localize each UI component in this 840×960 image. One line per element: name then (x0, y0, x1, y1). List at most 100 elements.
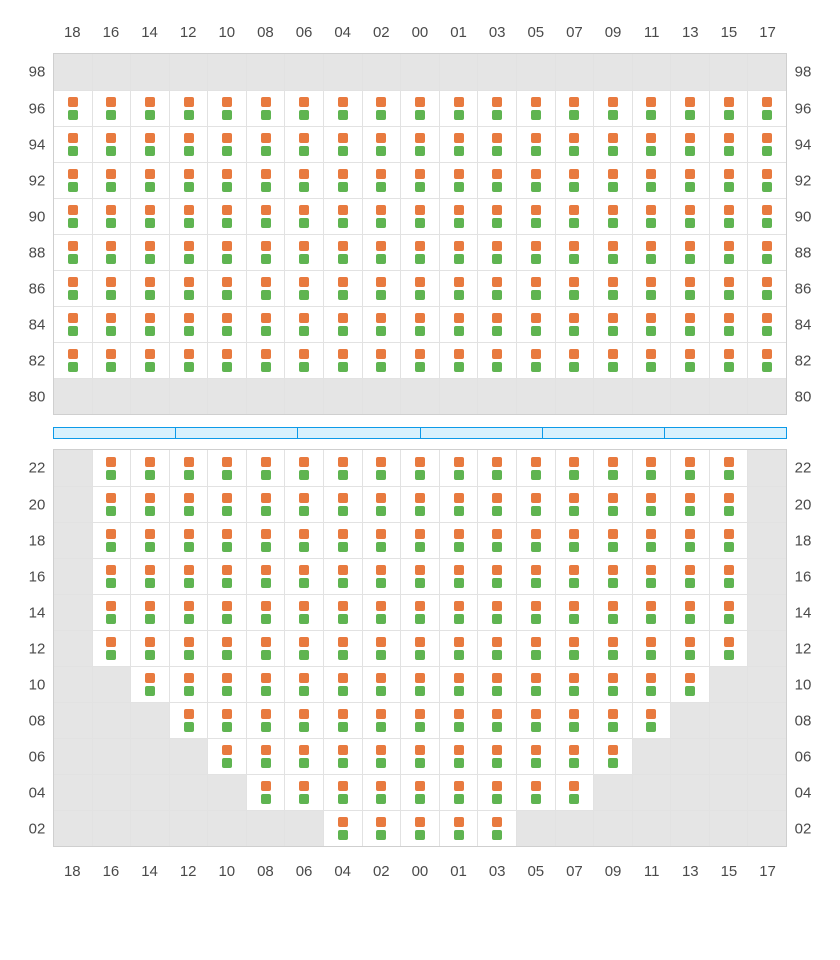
seat-cell[interactable] (169, 450, 208, 486)
seat-cell[interactable] (593, 235, 632, 270)
seat-cell[interactable] (284, 199, 323, 234)
seat-cell[interactable] (92, 271, 131, 306)
seat-cell[interactable] (477, 91, 516, 126)
seat-cell[interactable] (477, 811, 516, 846)
seat-cell[interactable] (246, 235, 285, 270)
seat-cell[interactable] (323, 631, 362, 666)
seat-cell[interactable] (516, 703, 555, 738)
seat-cell[interactable] (477, 163, 516, 198)
seat-cell[interactable] (555, 450, 594, 486)
seat-cell[interactable] (709, 487, 748, 522)
seat-cell[interactable] (555, 163, 594, 198)
seat-cell[interactable] (362, 667, 401, 702)
seat-cell[interactable] (709, 127, 748, 162)
seat-cell[interactable] (555, 127, 594, 162)
seat-cell[interactable] (323, 163, 362, 198)
seat-cell[interactable] (516, 739, 555, 774)
seat-cell[interactable] (362, 595, 401, 630)
seat-cell[interactable] (169, 559, 208, 594)
seat-cell[interactable] (54, 91, 92, 126)
seat-cell[interactable] (362, 271, 401, 306)
seat-cell[interactable] (284, 487, 323, 522)
seat-cell[interactable] (130, 595, 169, 630)
seat-cell[interactable] (323, 523, 362, 558)
seat-cell[interactable] (555, 271, 594, 306)
seat-cell[interactable] (246, 199, 285, 234)
seat-cell[interactable] (323, 811, 362, 846)
seat-cell[interactable] (439, 163, 478, 198)
seat-cell[interactable] (632, 450, 671, 486)
seat-cell[interactable] (555, 235, 594, 270)
seat-cell[interactable] (169, 703, 208, 738)
seat-cell[interactable] (130, 235, 169, 270)
seat-cell[interactable] (246, 271, 285, 306)
seat-cell[interactable] (593, 703, 632, 738)
seat-cell[interactable] (284, 703, 323, 738)
seat-cell[interactable] (92, 91, 131, 126)
seat-cell[interactable] (477, 739, 516, 774)
seat-cell[interactable] (477, 487, 516, 522)
seat-cell[interactable] (169, 127, 208, 162)
seat-cell[interactable] (130, 487, 169, 522)
seat-cell[interactable] (323, 703, 362, 738)
seat-cell[interactable] (362, 199, 401, 234)
seat-cell[interactable] (400, 487, 439, 522)
seat-cell[interactable] (207, 271, 246, 306)
seat-cell[interactable] (362, 163, 401, 198)
seat-cell[interactable] (439, 199, 478, 234)
seat-cell[interactable] (477, 307, 516, 342)
seat-cell[interactable] (323, 775, 362, 810)
seat-cell[interactable] (670, 450, 709, 486)
seat-cell[interactable] (555, 343, 594, 378)
seat-cell[interactable] (284, 343, 323, 378)
seat-cell[interactable] (632, 163, 671, 198)
seat-cell[interactable] (362, 91, 401, 126)
seat-cell[interactable] (207, 631, 246, 666)
seat-cell[interactable] (632, 271, 671, 306)
seat-cell[interactable] (246, 703, 285, 738)
seat-cell[interactable] (516, 775, 555, 810)
seat-cell[interactable] (246, 343, 285, 378)
seat-cell[interactable] (439, 235, 478, 270)
seat-cell[interactable] (516, 235, 555, 270)
seat-cell[interactable] (593, 487, 632, 522)
seat-cell[interactable] (323, 343, 362, 378)
seat-cell[interactable] (632, 487, 671, 522)
seat-cell[interactable] (516, 523, 555, 558)
seat-cell[interactable] (400, 775, 439, 810)
seat-cell[interactable] (400, 271, 439, 306)
seat-cell[interactable] (207, 127, 246, 162)
seat-cell[interactable] (516, 667, 555, 702)
seat-cell[interactable] (632, 631, 671, 666)
seat-cell[interactable] (362, 307, 401, 342)
seat-cell[interactable] (54, 199, 92, 234)
seat-cell[interactable] (246, 739, 285, 774)
seat-cell[interactable] (477, 523, 516, 558)
seat-cell[interactable] (130, 631, 169, 666)
seat-cell[interactable] (246, 595, 285, 630)
seat-cell[interactable] (284, 559, 323, 594)
seat-cell[interactable] (92, 199, 131, 234)
seat-cell[interactable] (92, 487, 131, 522)
seat-cell[interactable] (477, 595, 516, 630)
seat-cell[interactable] (130, 271, 169, 306)
seat-cell[interactable] (709, 235, 748, 270)
seat-cell[interactable] (439, 667, 478, 702)
seat-cell[interactable] (555, 595, 594, 630)
seat-cell[interactable] (362, 775, 401, 810)
seat-cell[interactable] (169, 235, 208, 270)
seat-cell[interactable] (130, 343, 169, 378)
seat-cell[interactable] (207, 667, 246, 702)
seat-cell[interactable] (670, 199, 709, 234)
seat-cell[interactable] (323, 739, 362, 774)
seat-cell[interactable] (130, 559, 169, 594)
seat-cell[interactable] (593, 199, 632, 234)
seat-cell[interactable] (670, 487, 709, 522)
seat-cell[interactable] (207, 559, 246, 594)
seat-cell[interactable] (169, 163, 208, 198)
seat-cell[interactable] (169, 487, 208, 522)
seat-cell[interactable] (593, 739, 632, 774)
seat-cell[interactable] (670, 595, 709, 630)
seat-cell[interactable] (555, 703, 594, 738)
seat-cell[interactable] (632, 127, 671, 162)
